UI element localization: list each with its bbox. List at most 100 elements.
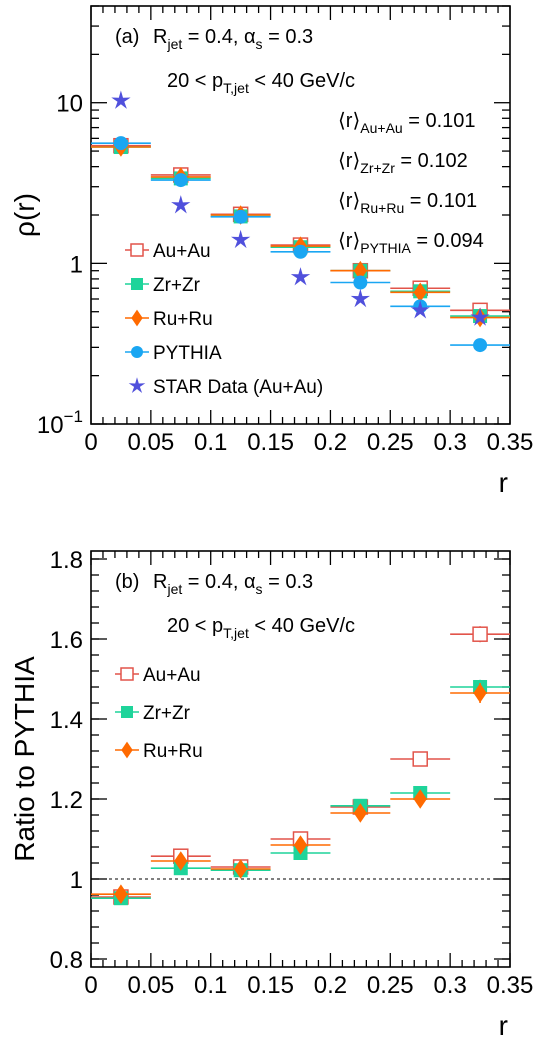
data-point [233,209,248,224]
data-point [353,275,368,290]
x-tick-label: 0.3 [433,972,466,999]
series-star-data-au-au [111,90,490,326]
legend-label-pythia: PYTHIA [153,343,222,364]
mean-r-ru-ru-base: ⟨r⟩ [338,190,360,212]
data-point [113,136,128,151]
x-tick-label: 0.2 [314,972,347,999]
x-tick-label: 0.05 [127,429,174,456]
data-point [473,683,487,703]
data-point [410,300,430,319]
data-point [174,851,188,871]
x-tick-label: 0.05 [127,972,174,999]
rjet-R: R [153,26,167,48]
mean-r-au-au-rest: = 0.101 [403,110,476,132]
data-point [350,288,370,308]
x-tick-label: 0.35 [487,972,534,999]
legend-a: Au+Au Zr+Zr Ru+Ru PYTHIA STAR Data (Au+Au) [125,241,323,398]
x-tick-label: 0.25 [367,972,414,999]
legend-label-zr-zr: Zr+Zr [143,703,191,724]
x-tick-label: 0.35 [487,429,534,456]
mean-r-au-au-base: ⟨r⟩ [338,110,360,132]
data-point [290,267,311,286]
y-tick-label: 1 [70,251,83,278]
y-tick-label: 1.8 [50,547,83,574]
panel-a: 0 0.05 0.1 0.15 0.2 0.25 0.3 0.35r10−1110ρ(r)(a… [9,5,534,498]
x-tick-label: 0.1 [194,972,227,999]
panel-label: (b) [115,571,139,593]
mean-r-zr-zr-sub: Zr+Zr [360,160,395,176]
legend-label-au-au: Au+Au [153,241,211,262]
rjet-annotation: Rjet = 0.4, αs = 0.3 [153,571,313,597]
x-tick-label: 0.15 [247,972,294,999]
y-tick-label: 10 [56,91,83,118]
pt-annotation: 20 < pT,jet < 40 GeV/c [167,70,355,96]
mean-r-au-au-sub: Au+Au [360,120,402,136]
rjet-annotation: Rjet = 0.4, αs = 0.3 [153,26,313,52]
x-tick-label: 0.15 [247,429,294,456]
pt-annotation-base: 20 < p [167,615,223,637]
data-point [293,835,308,855]
legend-b: Au+Au Zr+Zr Ru+Ru [115,665,203,762]
legend-marker-au-au [130,243,144,257]
legend-marker-zr-zr [131,278,143,290]
x-tick-label: 0.25 [367,429,414,456]
pt-annotation-rest: < 40 GeV/c [249,70,355,92]
pt-annotation-rest: < 40 GeV/c [249,615,355,637]
data-point [473,338,488,353]
data-point [171,195,191,214]
alpha-eq: = 0.3 [263,26,314,48]
rjet-sub: jet [166,36,182,52]
legend-label-zr-zr: Zr+Zr [153,275,201,296]
data-point [412,751,428,767]
mean-r-pythia-sub: PYTHIA [360,240,411,256]
data-point [293,244,308,259]
mean-r-pythia: ⟨r⟩PYTHIA = 0.094 [338,230,484,256]
legend-label-ru-ru: Ru+Ru [143,741,203,762]
legend-marker-star-data-au-au [128,377,146,393]
mean-r-pythia-rest: = 0.094 [411,230,484,252]
pt-annotation-sub: T,jet [223,80,249,96]
pt-annotation-sub: T,jet [223,625,249,641]
data-point [353,260,368,281]
series-pythia [91,136,510,353]
x-axis-title: r [499,467,508,498]
pt-annotation: 20 < pT,jet < 40 GeV/c [167,615,355,641]
y-tick-label: 1.4 [50,707,83,734]
data-point [413,789,427,809]
mean-r-ru-ru-rest: = 0.101 [404,190,477,212]
mean-r-ru-ru-sub: Ru+Ru [360,200,404,216]
y-tick-label: 1 [70,867,83,894]
rjet-eq: = 0.4, α [182,571,255,593]
legend-label-au-au: Au+Au [143,665,201,686]
y-tick-label: 10−1 [37,407,83,439]
legend-marker-pythia [131,346,143,358]
y-tick-label: 0.8 [50,947,83,974]
mean-r-au-au: ⟨r⟩Au+Au = 0.101 [338,110,476,136]
data-point [114,884,128,904]
plot-frame-b [90,550,511,968]
data-point [231,229,251,249]
x-tick-label: 0.1 [194,429,227,456]
data-point [233,859,248,879]
alpha-sub: s [256,36,263,52]
panel-b: 0 0.05 0.1 0.15 0.2 0.25 0.3 0.35 r 0.8 1 1.2 1.4 1.6… [9,547,533,1041]
data-point [353,803,368,823]
legend-label-ru-ru: Ru+Ru [153,309,213,330]
rjet-R: R [153,571,167,593]
mean-r-pythia-base: ⟨r⟩ [338,230,360,252]
mean-r-zr-zr: ⟨r⟩Zr+Zr = 0.102 [338,150,468,176]
y-tick-label-exp: −1 [64,407,83,426]
data-point [413,282,427,303]
legend-marker-zr-zr [121,706,133,718]
panel-label: (a) [115,26,139,48]
y-axis-title: Ratio to PYTHIA [9,656,40,862]
rjet-sub: jet [166,581,182,597]
rjet-eq: = 0.4, α [182,26,255,48]
legend-marker-ru-ru [131,309,143,327]
x-tick-label: 0.2 [314,429,347,456]
data-point [472,626,488,642]
pt-annotation-base: 20 < p [167,70,223,92]
y-axis-title: ρ(r) [9,193,40,237]
data-point [173,173,188,188]
